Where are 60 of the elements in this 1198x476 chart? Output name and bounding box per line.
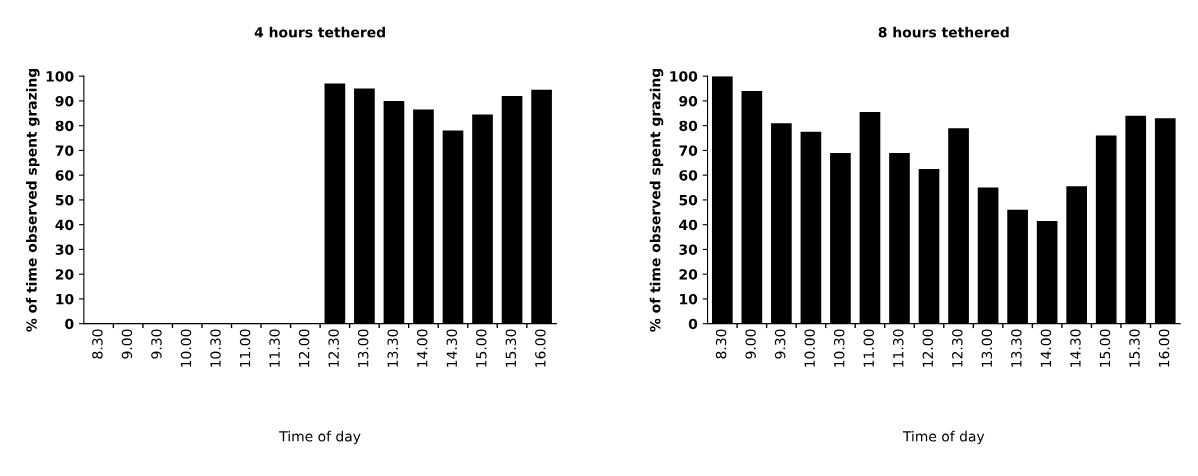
x-tick-label: 15.00: [476, 329, 487, 367]
x-tick-label: 9.30: [151, 329, 162, 359]
y-axis-title: % of time observed spent grazing: [26, 68, 40, 332]
x-tick-label: 11.00: [863, 329, 874, 367]
x-tick-label: 14.30: [446, 329, 458, 367]
x-tick-label: 8.30: [92, 329, 103, 359]
y-tick-label: 40: [679, 219, 698, 231]
x-tick-label: 11.30: [893, 329, 904, 367]
x-tick-label: 11.00: [239, 329, 251, 367]
y-tick-label: 100: [46, 71, 74, 82]
y-tick-label: 10: [56, 293, 74, 305]
x-tick-label: 13.30: [387, 329, 398, 367]
x-tick-label: 10.30: [210, 329, 221, 367]
y-tick-label: 10: [680, 293, 698, 305]
x-tick-label: 12.00: [922, 329, 934, 367]
x-tick-label: 13.00: [981, 329, 993, 367]
y-tick-label: 90: [55, 95, 74, 107]
x-tick-label: 16.00: [1158, 329, 1170, 367]
x-tick-label: 9.00: [745, 329, 756, 359]
x-tick-label: 9.30: [774, 329, 786, 359]
chart-title: 8 hours tethered: [878, 26, 1009, 38]
x-tick-label: 10.00: [180, 329, 192, 367]
y-tick-label: 20: [55, 269, 74, 280]
y-tick-label: 30: [679, 244, 698, 255]
y-tick-label: 100: [670, 71, 698, 82]
x-tick-label: 12.00: [298, 329, 310, 367]
y-tick-label: 60: [679, 170, 698, 181]
y-tick-label: 60: [55, 170, 74, 181]
x-tick-label: 15.30: [505, 329, 517, 367]
x-tick-label: 12.30: [952, 329, 963, 367]
y-tick-label: 0: [65, 318, 74, 330]
y-tick-label: 80: [679, 120, 698, 132]
x-tick-label: 13.30: [1011, 329, 1022, 367]
x-tick-label: 16.00: [535, 329, 546, 367]
y-tick-label: 50: [679, 194, 698, 206]
x-tick-label: 12.30: [328, 329, 339, 367]
x-tick-label: 14.30: [1070, 329, 1081, 367]
x-tick-label: 11.30: [269, 329, 280, 367]
x-tick-label: 15.00: [1099, 329, 1111, 367]
x-tick-label: 9.00: [121, 329, 133, 359]
y-axis-title: % of time observed spent grazing: [649, 68, 664, 332]
y-tick-label: 30: [55, 244, 74, 255]
x-tick-label: 15.30: [1129, 329, 1140, 367]
x-tick-label: 13.00: [357, 329, 369, 367]
x-axis-title: Time of day: [902, 430, 985, 445]
chart-title: 4 hours tethered: [254, 26, 385, 38]
y-tick-label: 20: [679, 269, 698, 280]
x-tick-label: 14.00: [1040, 329, 1052, 367]
y-tick-label: 50: [55, 194, 74, 206]
y-tick-label: 40: [55, 219, 74, 231]
y-tick-label: 70: [679, 145, 698, 156]
y-tick-label: 70: [55, 145, 74, 156]
x-axis-title: Time of day: [279, 430, 361, 445]
y-tick-label: 80: [55, 120, 74, 132]
x-tick-label: 14.00: [416, 329, 428, 367]
y-tick-label: 90: [679, 95, 698, 107]
y-tick-label: 0: [688, 318, 698, 330]
x-tick-label: 8.30: [715, 329, 727, 359]
x-tick-label: 10.30: [833, 329, 845, 367]
x-tick-label: 10.00: [804, 329, 815, 367]
